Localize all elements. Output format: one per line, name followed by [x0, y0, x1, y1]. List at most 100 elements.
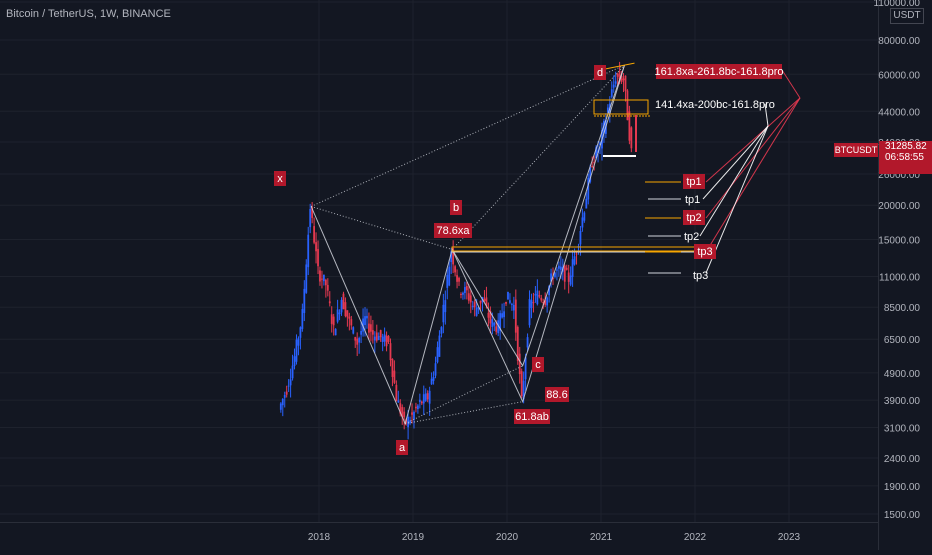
candle-body	[456, 275, 458, 282]
ratio-label-c2-bg	[545, 387, 569, 402]
candle-body	[516, 326, 519, 361]
candle-body	[606, 107, 609, 113]
candle-body	[338, 312, 341, 315]
candle-body	[581, 217, 584, 228]
grid-layer	[0, 0, 878, 522]
candle-body	[479, 300, 482, 304]
candle-body	[483, 298, 486, 302]
candle-body	[381, 336, 384, 343]
candle-body	[311, 207, 314, 218]
candle-body	[520, 371, 523, 397]
candle-body	[352, 327, 355, 334]
price-tick-label: 8500.00	[884, 303, 921, 314]
symbol-title[interactable]: Bitcoin / TetherUS, 1W, BINANCE	[6, 8, 171, 20]
price-axis-bg	[878, 0, 932, 522]
ratio-label-c2: 88.6	[546, 389, 567, 401]
candle-body	[550, 273, 552, 282]
time-tick-label: 2022	[684, 532, 707, 543]
candle-body	[565, 267, 568, 270]
currency-selector[interactable]: USDT	[890, 8, 924, 24]
candle-body	[491, 319, 494, 327]
pattern-bd	[451, 64, 625, 250]
fan-line-white	[699, 125, 769, 237]
price-tick-label: 60000.00	[878, 70, 920, 81]
candle-body	[624, 75, 627, 92]
candle-body	[295, 339, 298, 362]
symbol-price-badge: BTCUSDT	[834, 143, 878, 157]
candle-body	[364, 316, 366, 326]
candle-body	[291, 365, 294, 379]
candle-body	[509, 300, 511, 303]
candle-body	[313, 226, 316, 243]
candle-body	[469, 295, 472, 303]
target-label-white-tp3: tp3	[693, 270, 708, 282]
candle-body	[583, 212, 586, 221]
candle-body	[303, 288, 306, 314]
candle-body	[297, 338, 300, 346]
candle-body	[309, 208, 312, 228]
candle-body	[524, 357, 527, 380]
candle-body	[334, 329, 337, 336]
candle-body	[321, 278, 323, 280]
candle-body	[401, 407, 404, 418]
candle-body	[503, 311, 505, 318]
candle-body	[587, 177, 590, 200]
point-label-d-bg	[594, 65, 606, 80]
candle-body	[375, 332, 378, 341]
candle-body	[497, 320, 500, 334]
ratio-label-b: 78.6xa	[436, 225, 470, 237]
candle-body	[593, 162, 596, 164]
time-tick-label: 2021	[590, 532, 613, 543]
point-label-a-bg	[396, 440, 408, 455]
candle-body	[571, 259, 574, 277]
candle-body	[383, 334, 386, 342]
candle-body	[424, 393, 427, 401]
candle-body	[436, 347, 439, 363]
candle-body	[548, 286, 551, 296]
candle-body	[426, 393, 429, 400]
candle-body	[434, 363, 437, 376]
candle-body	[507, 291, 509, 300]
candle-body	[573, 256, 576, 265]
candle-body	[387, 336, 390, 342]
target-layer	[603, 69, 801, 274]
candle-body	[473, 301, 476, 308]
candle-body	[307, 234, 310, 268]
point-label-a: a	[399, 442, 406, 454]
candle-body	[538, 295, 541, 297]
candle-body	[377, 336, 380, 340]
candle-body	[489, 310, 492, 324]
candle-body	[552, 277, 554, 279]
candle-body	[618, 71, 621, 80]
candle-body	[554, 272, 556, 277]
candle-body	[628, 111, 631, 141]
time-tick-label: 2019	[402, 532, 425, 543]
price-tick-label: 20000.00	[878, 201, 920, 212]
candle-body	[319, 270, 321, 282]
candle-body	[579, 230, 582, 245]
fan-line-red	[705, 97, 801, 253]
candle-body	[283, 395, 286, 398]
candle-body	[342, 293, 345, 310]
candle-body	[569, 275, 572, 285]
candle-body	[591, 165, 594, 168]
candle-body	[432, 376, 435, 381]
candle-body	[626, 90, 629, 121]
candle-body	[540, 297, 543, 301]
candle-body	[371, 330, 374, 335]
candle-body	[391, 358, 394, 377]
candle-body	[575, 253, 578, 255]
price-tick-label: 3900.00	[884, 396, 921, 407]
current-price-value: 31285.82	[885, 141, 927, 152]
price-tick-label: 6500.00	[884, 335, 921, 346]
candle-body	[610, 89, 613, 97]
candle-body	[397, 400, 400, 403]
target-label-red-tp2: tp2	[686, 212, 701, 224]
candle-body	[465, 286, 468, 291]
candle-body	[599, 142, 601, 145]
candle-body	[416, 405, 419, 410]
price-tick-label: 44000.00	[878, 107, 920, 118]
